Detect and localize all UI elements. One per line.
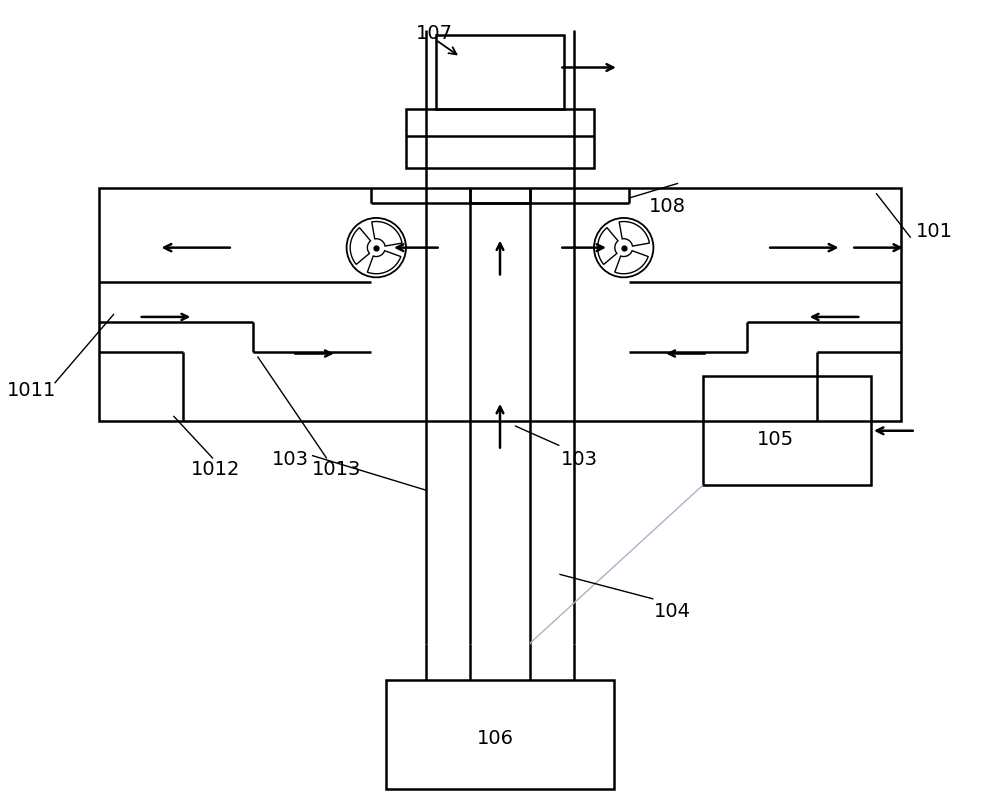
Bar xyxy=(99,189,901,422)
Text: 103: 103 xyxy=(272,449,309,469)
Text: 1012: 1012 xyxy=(191,459,241,478)
Text: 107: 107 xyxy=(416,24,453,43)
Bar xyxy=(386,680,614,789)
Text: 1011: 1011 xyxy=(7,380,56,399)
Text: 104: 104 xyxy=(653,602,690,620)
Text: 103: 103 xyxy=(561,449,598,469)
Text: 101: 101 xyxy=(916,222,953,241)
Text: 108: 108 xyxy=(648,196,685,215)
Bar xyxy=(406,110,594,169)
Bar xyxy=(703,377,871,486)
Text: 1013: 1013 xyxy=(312,459,361,478)
Bar xyxy=(436,36,564,110)
Text: 106: 106 xyxy=(477,728,514,747)
Text: 105: 105 xyxy=(757,430,794,448)
